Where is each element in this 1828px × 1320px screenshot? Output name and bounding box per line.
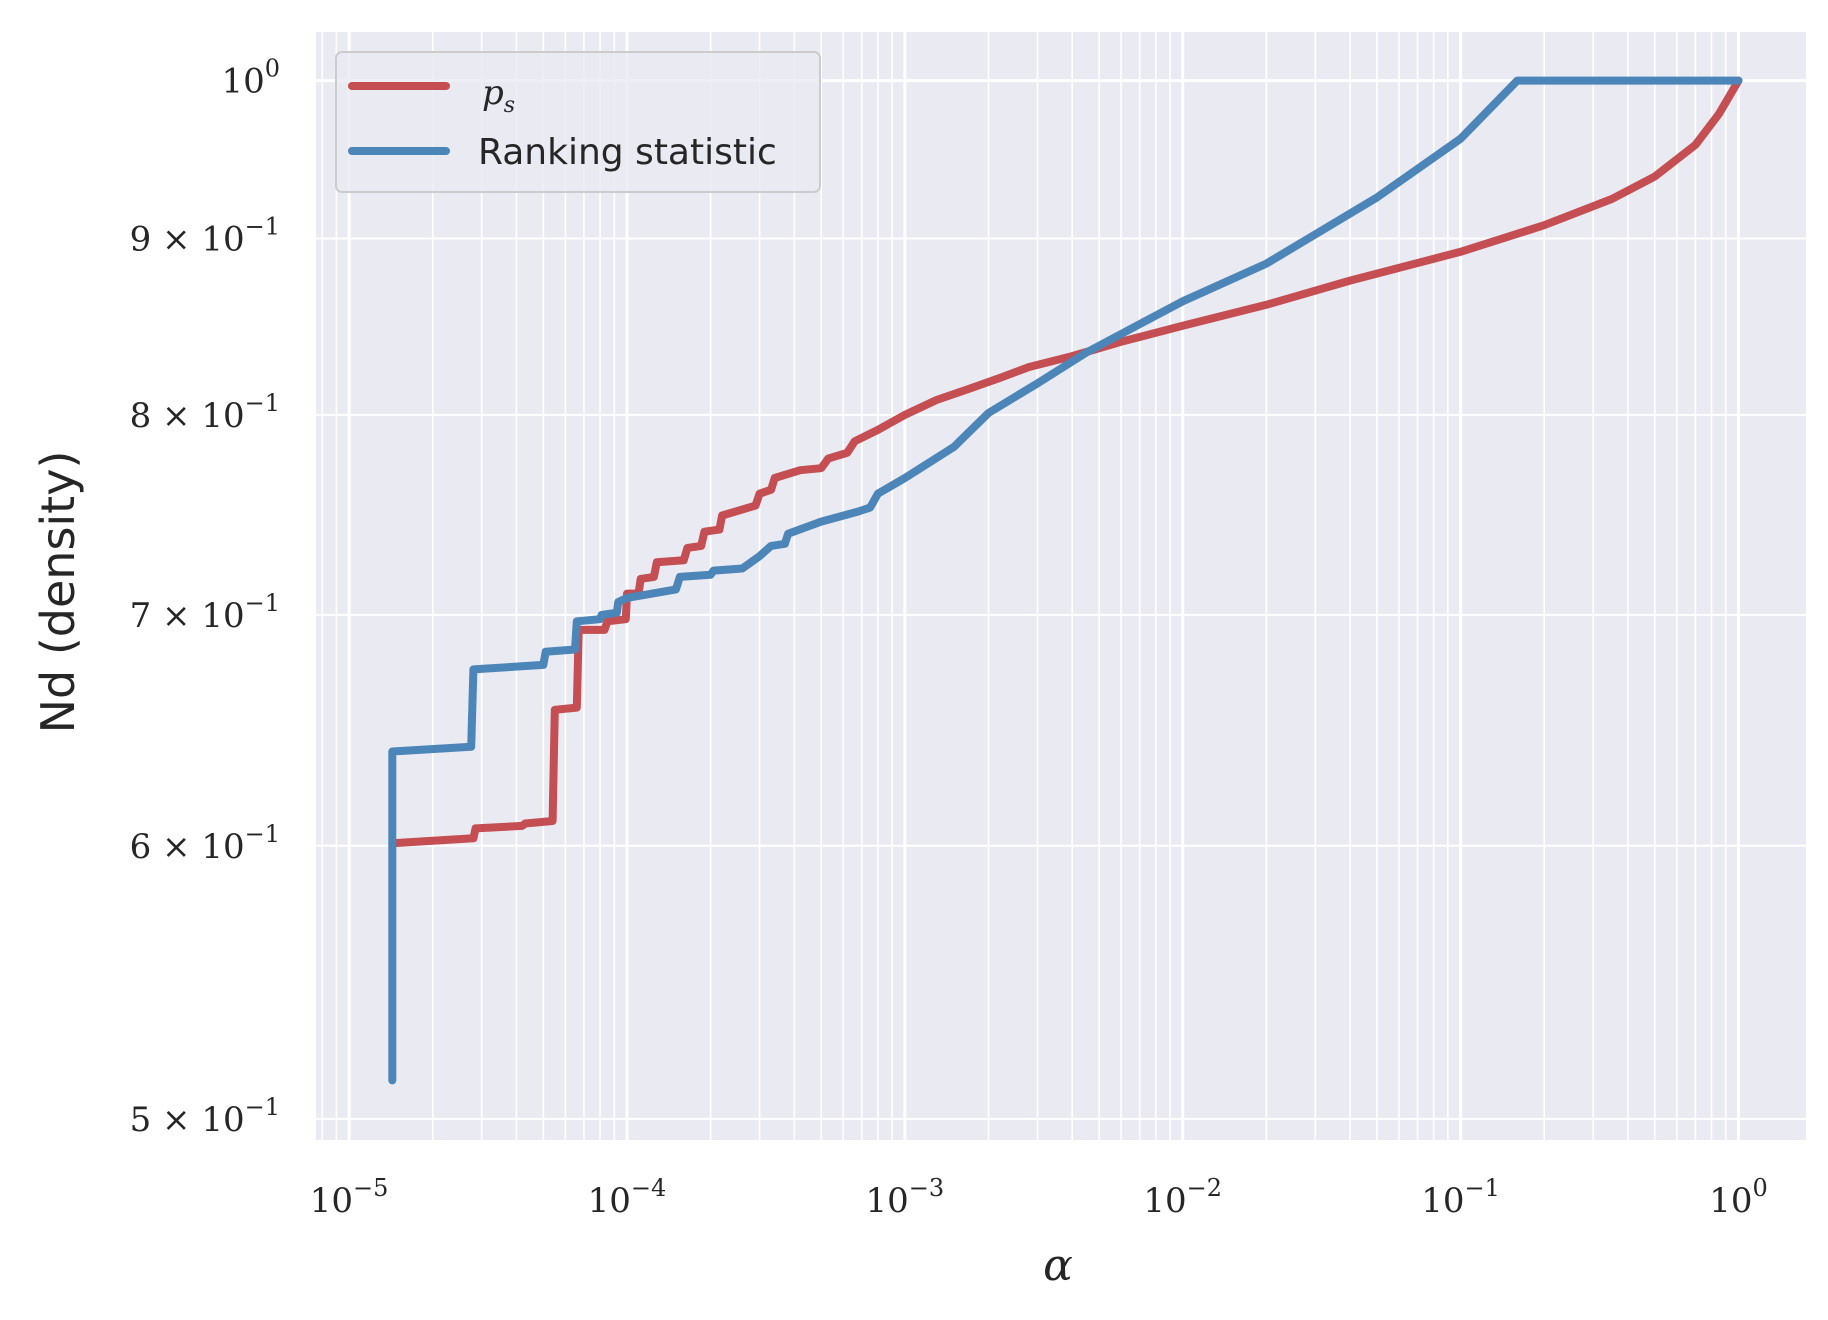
x-tick-exponent: −3	[909, 1174, 944, 1202]
x-tick-labels: 10−5 10−4 10−3 10−2 10−1 100	[310, 1174, 1768, 1221]
x-tick-base: 10	[866, 1181, 909, 1221]
y-tick-exponent: 0	[265, 55, 280, 83]
x-tick-base: 10	[1143, 1181, 1186, 1221]
y-tick-exponent: −1	[245, 1093, 280, 1121]
y-tick-label: 7 × 10−1	[130, 589, 280, 636]
y-axis-title: Nd (density)	[31, 451, 85, 734]
y-tick-base: 9 × 10	[130, 219, 245, 259]
y-tick-base: 6 × 10	[130, 827, 245, 867]
y-tick-label: 6 × 10−1	[130, 820, 280, 867]
x-tick-exponent: −1	[1465, 1174, 1500, 1202]
y-tick-label: 5 × 10−1	[130, 1093, 280, 1140]
x-tick-label: 10−3	[866, 1174, 945, 1221]
y-tick-exponent: −1	[245, 589, 280, 617]
y-tick-base: 7 × 10	[130, 596, 245, 636]
x-tick-base: 10	[310, 1181, 353, 1221]
x-tick-exponent: −2	[1187, 1174, 1222, 1202]
x-tick-base: 10	[1709, 1181, 1752, 1221]
y-tick-exponent: −1	[245, 212, 280, 240]
x-tick-label: 10−2	[1143, 1174, 1222, 1221]
y-tick-label: 100	[221, 55, 280, 102]
x-axis-title: α	[1043, 1240, 1073, 1291]
y-tick-base: 8 × 10	[130, 396, 245, 436]
x-tick-label: 10−1	[1421, 1174, 1500, 1221]
series-layer	[388, 76, 1743, 1085]
x-tick-exponent: 0	[1752, 1174, 1767, 1202]
minor-grid	[316, 32, 1806, 1140]
x-tick-exponent: −4	[631, 1174, 666, 1202]
x-tick-label: 100	[1709, 1174, 1768, 1221]
y-tick-label: 9 × 10−1	[130, 212, 280, 259]
legend-label-ranking-statistic: Ranking statistic	[478, 132, 777, 173]
x-tick-label: 10−5	[310, 1174, 389, 1221]
x-tick-exponent: −5	[353, 1174, 388, 1202]
x-tick-base: 10	[588, 1181, 631, 1221]
series-line-ps	[388, 76, 1743, 848]
y-tick-base: 10	[221, 62, 264, 102]
y-tick-exponent: −1	[245, 389, 280, 417]
series-line-ranking-statistic	[388, 76, 1743, 1085]
y-tick-label: 8 × 10−1	[130, 389, 280, 436]
legend-box	[335, 51, 821, 193]
x-tick-label: 10−4	[588, 1174, 667, 1221]
y-tick-base: 5 × 10	[130, 1100, 245, 1140]
x-tick-base: 10	[1421, 1181, 1464, 1221]
legend-label-ps: ps	[482, 73, 515, 118]
plot-background	[316, 32, 1806, 1140]
y-tick-exponent: −1	[245, 820, 280, 848]
legend: ps Ranking statistic	[335, 51, 821, 193]
